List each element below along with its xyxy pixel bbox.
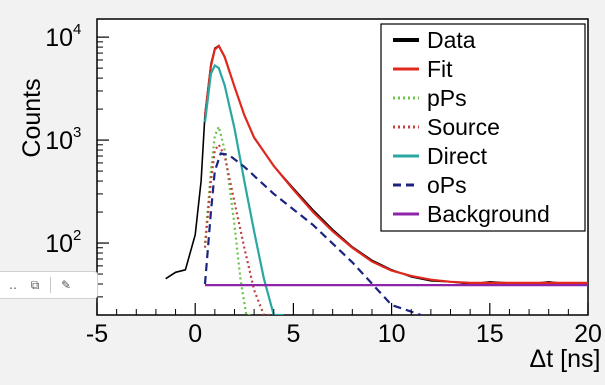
- x-tick-label: 20: [574, 320, 602, 348]
- x-tick-label: -5: [86, 320, 108, 348]
- x-tick-label: 0: [188, 320, 202, 348]
- y-tick-exponent: 3: [73, 124, 81, 141]
- floating-toolbar: ‥ ⧉ ✎: [0, 271, 98, 299]
- legend-label-fit: Fit: [427, 56, 453, 82]
- legend-label-background: Background: [427, 201, 550, 227]
- series-fit-line: [203, 44, 588, 284]
- y-tick-label: 10: [45, 127, 73, 155]
- legend: Data Fit pPs Source Direct oPs Background: [380, 23, 586, 232]
- series-direct-line: [203, 63, 284, 315]
- copy-icon[interactable]: ⧉: [30, 277, 40, 292]
- toolbar-divider: [50, 277, 51, 293]
- x-tick-label: 5: [286, 320, 300, 348]
- y-axis-label: Counts: [18, 78, 46, 157]
- legend-label-pps: pPs: [427, 85, 467, 111]
- legend-label-ops: oPs: [427, 172, 467, 198]
- legend-label-direct: Direct: [427, 143, 488, 169]
- y-tick-exponent: 2: [73, 227, 81, 244]
- y-tick-exponent: 4: [73, 21, 81, 38]
- legend-label-source: Source: [427, 114, 500, 140]
- series-source-line: [203, 142, 274, 315]
- y-tick-label: 10: [45, 230, 73, 258]
- series-ops-line: [203, 152, 422, 315]
- partial-glyph-icon: ‥: [8, 278, 17, 292]
- legend-label-data: Data: [427, 27, 476, 53]
- x-tick-label: 15: [476, 320, 504, 348]
- edit-note-icon[interactable]: ✎: [60, 278, 72, 292]
- series-pps-line: [203, 123, 253, 315]
- y-tick-label: 10: [45, 24, 73, 52]
- x-axis-label: Δt [ns]: [530, 345, 601, 373]
- x-tick-label: 10: [378, 320, 406, 348]
